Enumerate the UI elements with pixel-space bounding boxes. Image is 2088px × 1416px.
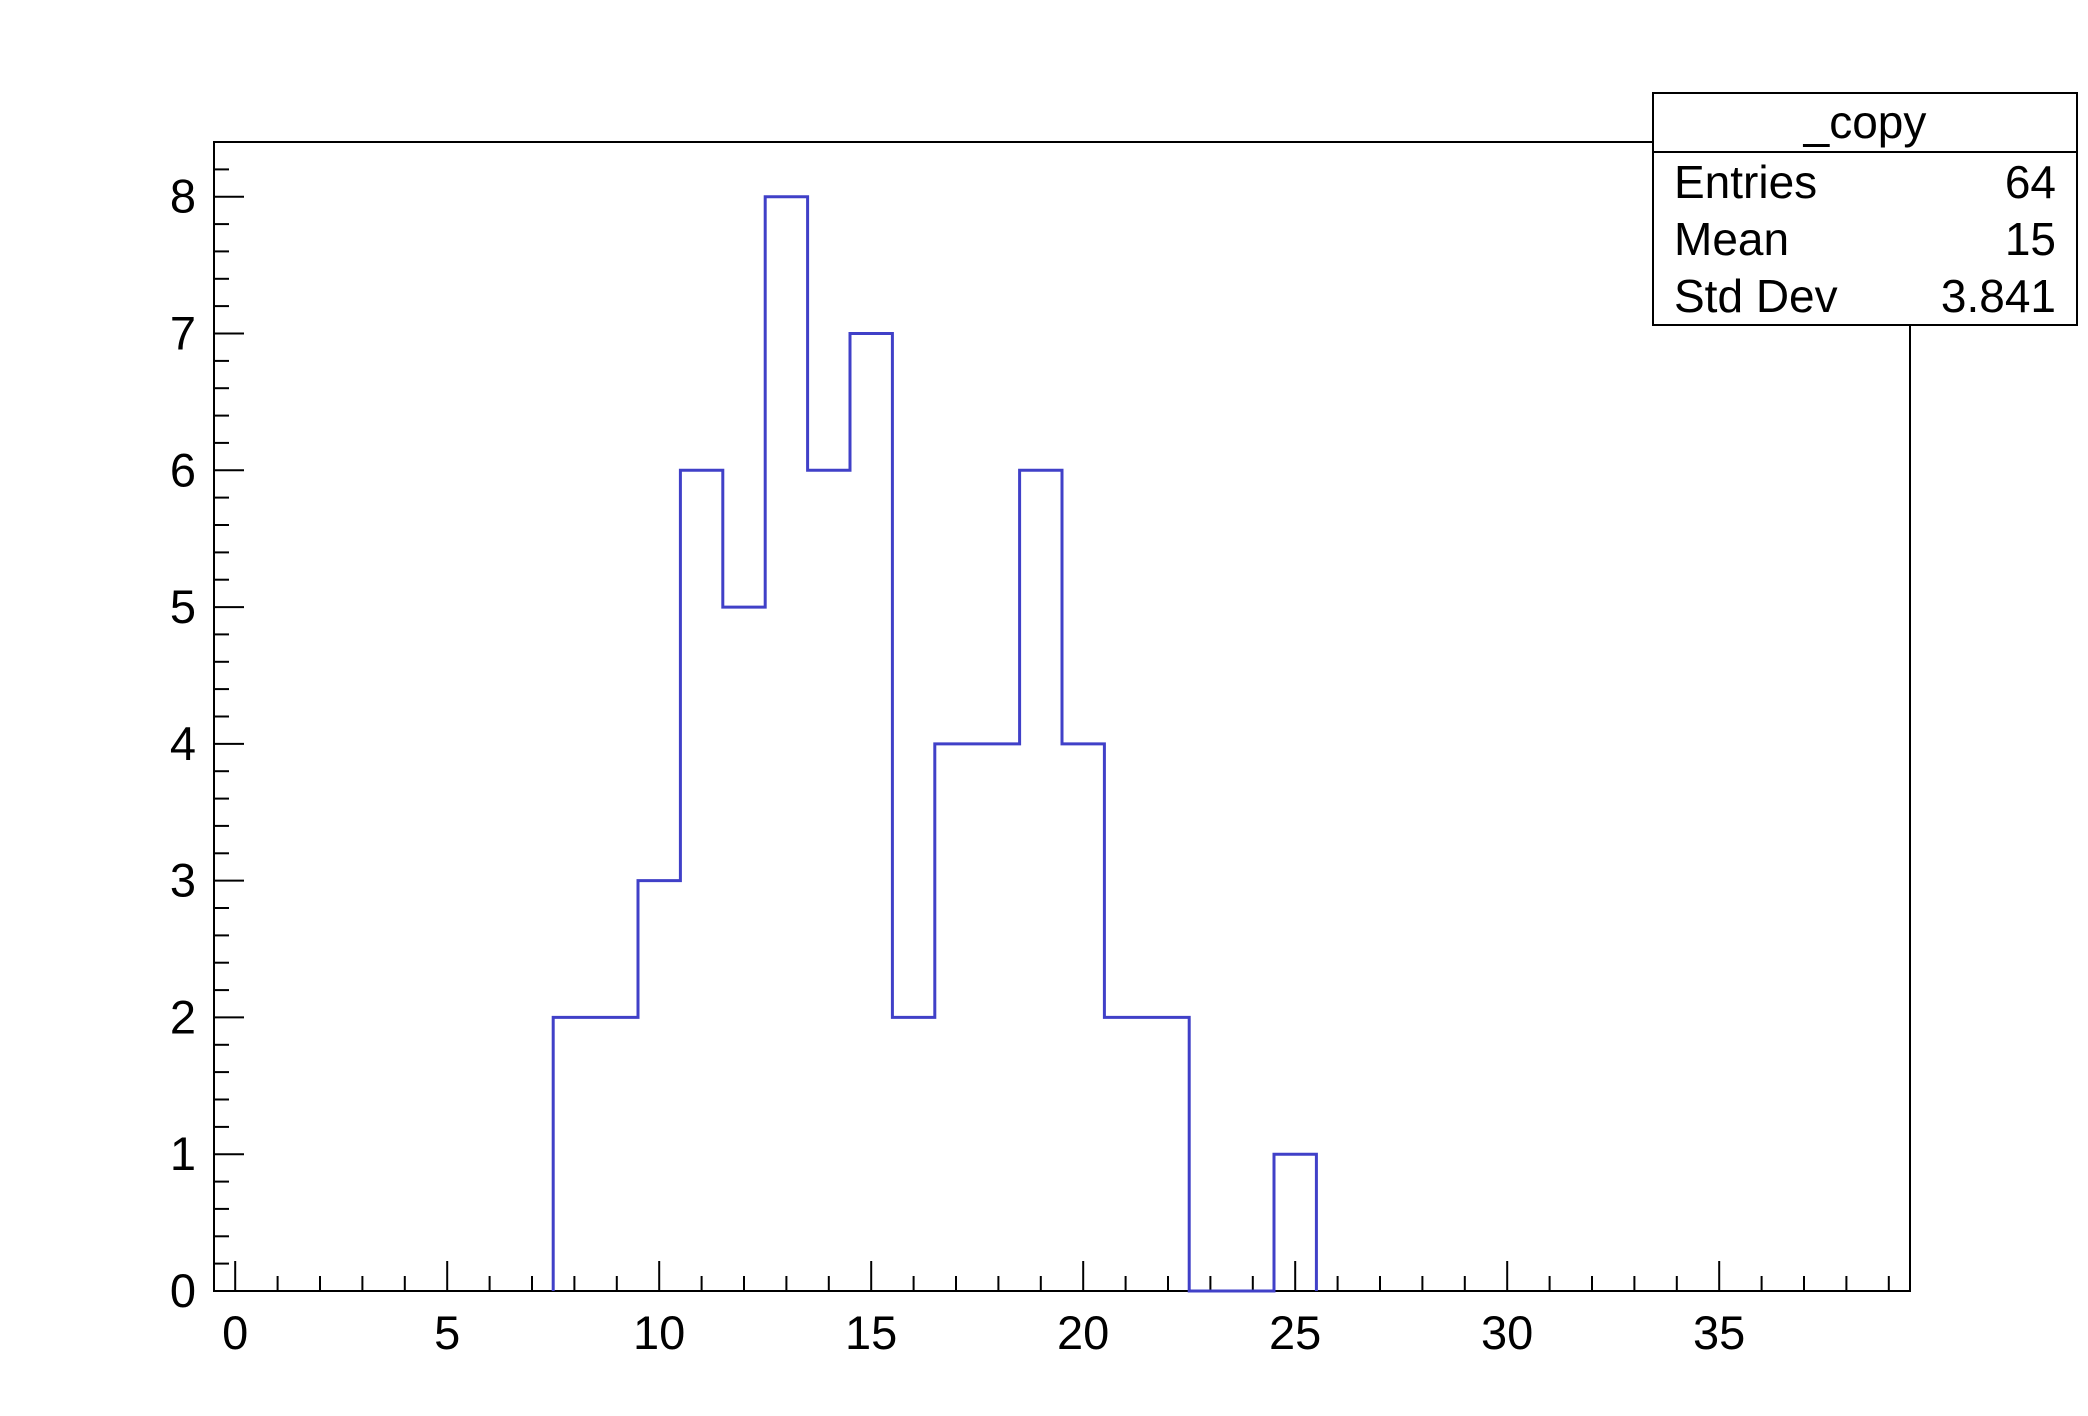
y-tick-label: 8 [170, 170, 196, 223]
stats-row-entries: Entries 64 [1654, 153, 2076, 210]
stats-label-entries: Entries [1674, 155, 1818, 208]
stats-label-mean: Mean [1674, 212, 1790, 265]
y-tick-label: 2 [170, 990, 196, 1043]
x-axis: 0 5 10 15 20 25 30 35 [222, 1261, 1890, 1359]
y-tick-label: 1 [170, 1127, 196, 1180]
stats-value-mean: 15 [2004, 212, 2056, 265]
stats-title: _copy [1654, 94, 2076, 153]
x-tick-label: 30 [1481, 1306, 1533, 1359]
stats-value-entries: 64 [2004, 155, 2056, 208]
stats-value-stddev: 3.841 [1940, 269, 2056, 322]
y-tick-label: 5 [170, 580, 196, 633]
x-tick-label: 10 [633, 1306, 685, 1359]
y-tick-label: 6 [170, 443, 196, 496]
stats-row-mean: Mean 15 [1654, 210, 2076, 267]
y-tick-label: 4 [170, 717, 196, 770]
stats-box: _copy Entries 64 Mean 15 Std Dev 3.841 [1652, 92, 2078, 326]
stats-label-stddev: Std Dev [1674, 269, 1838, 322]
histogram-line [551, 195, 1318, 1293]
y-tick-label: 7 [170, 307, 196, 360]
x-tick-label: 25 [1269, 1306, 1321, 1359]
x-tick-label: 5 [434, 1306, 460, 1359]
x-tick-label: 15 [845, 1306, 897, 1359]
x-tick-label: 0 [222, 1306, 248, 1359]
y-tick-label: 3 [170, 854, 196, 907]
y-axis: 0 1 2 3 4 5 6 7 8 [170, 141, 244, 1317]
y-tick-label: 0 [170, 1264, 196, 1317]
stats-row-stddev: Std Dev 3.841 [1654, 267, 2076, 324]
x-tick-label: 35 [1693, 1306, 1745, 1359]
x-tick-label: 20 [1057, 1306, 1109, 1359]
